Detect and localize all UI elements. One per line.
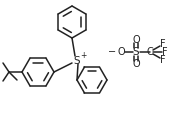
Text: O: O [132,35,140,45]
Text: F: F [162,47,168,57]
Text: C: C [147,47,153,57]
Text: O: O [132,59,140,69]
Text: F: F [160,55,166,65]
Text: S: S [74,56,80,66]
Text: F: F [160,39,166,49]
Text: +: + [80,51,86,60]
Text: −: − [108,47,116,57]
Text: S: S [133,47,139,57]
Text: O: O [117,47,125,57]
